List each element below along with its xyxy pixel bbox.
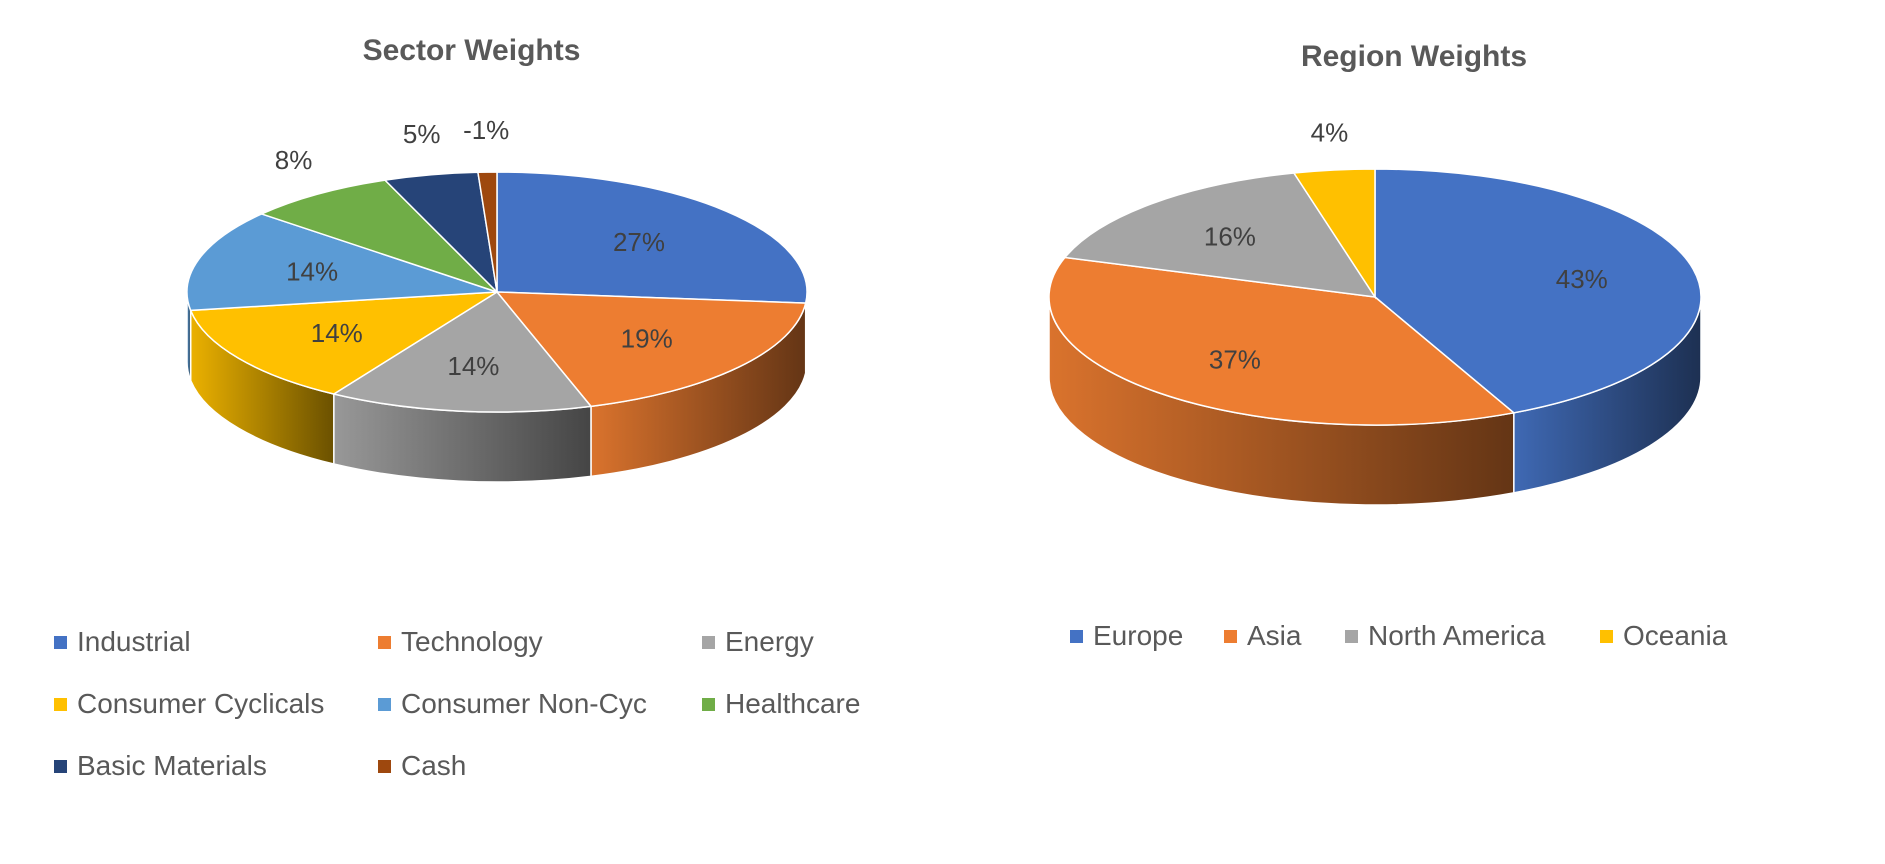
legend-item-energy: Energy: [702, 626, 814, 658]
data-label-technology: 19%: [621, 324, 673, 354]
pie-slice-europe: [1374, 168, 1702, 414]
legend-label: Basic Materials: [77, 750, 267, 781]
data-label-oceania: 4%: [1311, 117, 1349, 147]
pie-top: [186, 171, 808, 413]
pie-slice-energy: [331, 291, 593, 413]
legend-label: Asia: [1247, 620, 1302, 651]
legend-label: Healthcare: [725, 688, 861, 719]
legend-item-healthcare: Healthcare: [702, 688, 860, 720]
legend-swatch: [702, 697, 715, 711]
legend-label: Oceania: [1623, 620, 1728, 651]
legend-label: Technology: [401, 626, 543, 657]
legend-item-technology: Technology: [378, 626, 543, 658]
chart-title: Sector Weights: [362, 34, 581, 67]
data-label-asia: 37%: [1209, 344, 1261, 374]
data-label-healthcare: 8%: [275, 145, 313, 175]
legend-item-north-america: North America: [1345, 620, 1545, 652]
legend-item-consumer-non-cyc: Consumer Non-Cyc: [378, 688, 647, 720]
pie-side-walls: [186, 291, 808, 483]
legend-swatch: [54, 697, 67, 711]
data-labels: 27% 19% 14% 14% 14% 8% 5% -1%: [275, 115, 673, 381]
legend-item-cash: Cash: [378, 750, 466, 782]
chart-title: Region Weights: [1300, 40, 1528, 73]
data-label-europe: 43%: [1556, 264, 1608, 294]
legend-swatch: [702, 635, 715, 649]
legend-item-oceania: Oceania: [1600, 620, 1727, 652]
legend-item-europe: Europe: [1070, 620, 1183, 652]
pie-slice-technology: [495, 291, 807, 408]
pie-slice-north-america: [1063, 172, 1377, 298]
legend-swatch: [54, 635, 67, 649]
pie-slice-industrial: [496, 171, 808, 304]
pie-top: [1048, 168, 1702, 426]
region-weights-chart: Region Weights 43% 37% 16% 4% Europe Asia Nor…: [943, 0, 1885, 864]
legend-label: Europe: [1093, 620, 1184, 651]
legend-label: Consumer Cyclicals: [77, 688, 325, 719]
data-label-consumer-non-cyc: 14%: [286, 257, 338, 287]
legend-label: Consumer Non-Cyc: [401, 688, 647, 719]
pie-slice-consumer-cyclicals: [189, 291, 498, 395]
legend-swatch: [378, 759, 391, 773]
legend-swatch: [378, 697, 391, 711]
legend-swatch: [54, 759, 67, 773]
legend-item-consumer-cyclicals: Consumer Cyclicals: [54, 688, 324, 720]
data-label-industrial: 27%: [613, 227, 665, 257]
legend-swatch: [1070, 629, 1083, 643]
pie-slice-consumer-non-cyc: [186, 213, 498, 312]
legend-swatch: [1600, 629, 1613, 643]
data-label-basic-materials: 5%: [403, 119, 441, 149]
data-label-cash: -1%: [463, 115, 509, 145]
data-label-energy: 14%: [447, 351, 499, 381]
data-labels: 43% 37% 16% 4%: [1204, 117, 1608, 374]
legend-label: Industrial: [77, 626, 191, 657]
pie-slice-oceania: [1292, 168, 1376, 300]
data-label-consumer-cyclicals: 14%: [311, 318, 363, 348]
legend-swatch: [1224, 629, 1237, 643]
legend-swatch: [378, 635, 391, 649]
data-label-north-america: 16%: [1204, 221, 1256, 251]
region-pie: 43% 37% 16% 4%: [1048, 117, 1702, 506]
legend-item-industrial: Industrial: [54, 626, 191, 658]
legend-label: Cash: [401, 750, 467, 781]
pie-slice-asia: [1048, 256, 1516, 426]
legend-swatch: [1345, 629, 1358, 643]
pie-slice-healthcare: [259, 179, 498, 293]
sector-weights-chart: Sector Weights 27% 19% 14% 14% 14% 8% 5% -1% In…: [54, 34, 860, 782]
legend-label: Energy: [725, 626, 814, 657]
legend-label: North America: [1368, 620, 1546, 651]
sector-pie: 27% 19% 14% 14% 14% 8% 5% -1%: [186, 115, 808, 483]
legend-item-basic-materials: Basic Materials: [54, 750, 267, 782]
legend-item-asia: Asia: [1224, 620, 1301, 652]
pie-slice-cash: [477, 171, 498, 293]
